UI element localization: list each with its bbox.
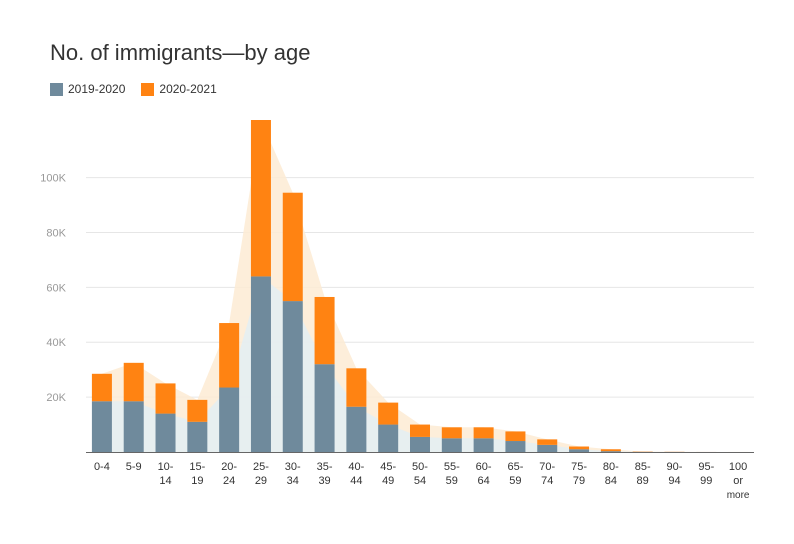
x-tick-label-70-74: 70-74 [539,461,555,487]
x-tick-label-45-49: 45-49 [380,461,396,487]
x-tick-label-85-89: 85-89 [635,461,651,487]
bar-2020-2021-0-4 [91,373,112,402]
chart-title: No. of immigrants—by age [50,40,311,65]
x-tick-label-30-34: 30-34 [285,461,301,487]
bar-2019-2020-60-64 [473,438,494,452]
bar-2019-2020-30-34 [282,301,303,452]
legend-swatch-2020-2021 [141,82,155,96]
legend-swatch-2019-2020 [50,82,63,96]
bar-2020-2021-25-29 [250,120,271,277]
bar-2020-2021-15-19 [187,399,208,422]
bar-2019-2020-65-59 [505,441,526,452]
bar-2020-2021-70-74 [537,439,558,445]
legend-item-2020-2021[interactable]: 2020-2021 [141,82,217,96]
bar-2019-2020-40-44 [346,406,367,452]
bar-2020-2021-75-79 [569,446,590,450]
bar-2019-2020-70-74 [537,444,558,452]
x-tick-label-5-9: 5-9 [126,461,142,473]
y-tick-label-60K: 60K [46,282,66,294]
y-tick-label-100K: 100K [40,173,66,185]
bar-2019-2020-20-24 [219,387,240,452]
x-tick-label-55-59: 55-59 [444,461,460,487]
x-tick-label-20-24: 20-24 [221,461,237,487]
bar-2019-2020-5-9 [123,401,144,452]
bar-2020-2021-30-34 [282,192,303,302]
bar-2020-2021-50-54 [410,424,430,437]
bar-2020-2021-10-14 [155,383,176,414]
bar-2020-2021-40-44 [346,368,367,407]
bar-2019-2020-80-84 [600,451,621,452]
legend-item-2019-2020[interactable]: 2019-2020 [50,82,125,96]
bar-2020-2021-80-84 [600,449,621,452]
legend-label-2019-2020: 2019-2020 [68,82,126,96]
x-tick-label-10-14: 10-14 [158,461,174,487]
x-tick-label-60-64: 60-64 [476,461,492,487]
x-tick-label-15-19: 15-19 [189,461,205,487]
x-tick-label-65-59: 65-59 [507,461,523,487]
bar-2020-2021-45-49 [378,402,399,425]
bar-2020-2021-60-64 [473,427,494,439]
bar-2020-2021-65-59 [505,431,526,442]
bar-2019-2020-50-54 [410,436,430,452]
y-tick-label-20K: 20K [46,392,66,404]
bar-2019-2020-0-4 [91,401,112,452]
y-tick-label-80K: 80K [46,227,66,239]
x-tick-label-40-44: 40-44 [348,461,364,487]
x-tick-label-25-29: 25-29 [253,461,269,487]
x-tick-label-95-99: 95-99 [698,461,714,487]
bar-2019-2020-45-49 [378,424,399,452]
legend-label-2020-2021: 2020-2021 [159,82,217,96]
x-tick-label-80-84: 80-84 [603,461,619,487]
bar-2019-2020-15-19 [187,421,208,452]
bar-2019-2020-75-79 [569,449,590,452]
bar-2020-2021-35-39 [314,296,335,365]
y-tick-label-40K: 40K [46,337,66,349]
x-tick-label-75-79: 75-79 [571,461,587,487]
x-tick-label-0-4: 0-4 [94,461,110,473]
bar-2020-2021-20-24 [219,323,240,388]
x-tick-label-90-94: 90-94 [667,461,683,487]
x-tick-label-35-39: 35-39 [317,461,333,487]
bar-2019-2020-25-29 [250,276,271,452]
bar-2020-2021-5-9 [123,362,144,402]
bar-2019-2020-35-39 [314,364,335,452]
x-tick-label-50-54: 50-54 [412,461,428,487]
bar-2020-2021-55-59 [441,427,462,439]
x-tick-label-100 or more: 100 or more [727,461,750,501]
bar-2019-2020-10-14 [155,413,176,452]
chart-legend: 2019-2020 2020-2021 [50,82,233,96]
bar-2019-2020-55-59 [441,438,462,452]
